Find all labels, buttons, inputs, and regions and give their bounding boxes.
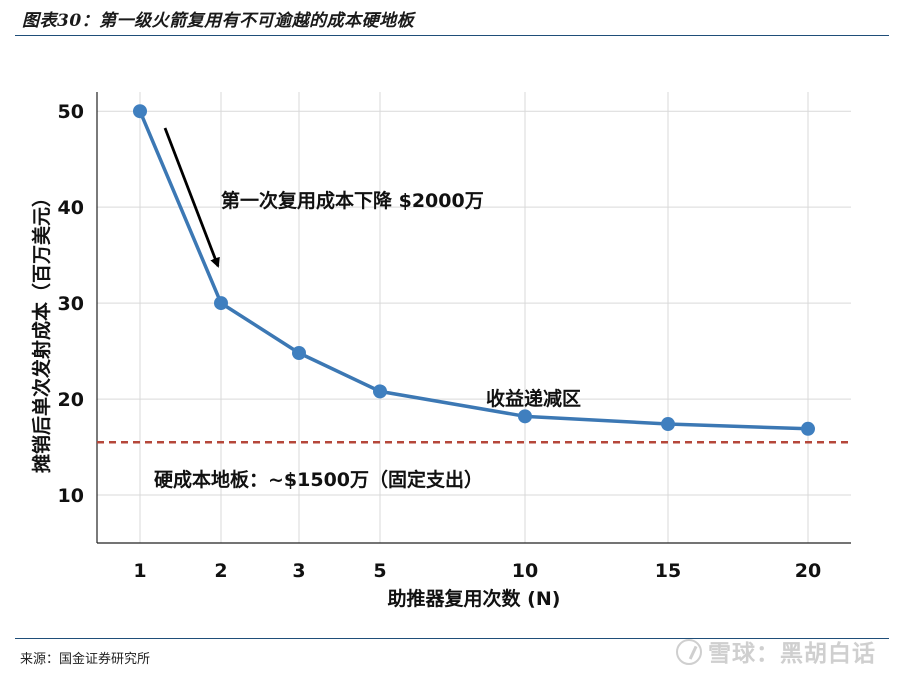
x-tick-label: 10 (512, 560, 538, 582)
x-tick-label: 3 (292, 560, 305, 582)
annotation-cost-floor: 硬成本地板：~$1500万（固定支出） (154, 468, 483, 491)
decline-arrow (163, 127, 220, 268)
data-point (214, 296, 228, 311)
y-axis-title: 摊销后单次发射成本（百万美元） (30, 187, 53, 473)
data-point (518, 409, 532, 424)
data-points (133, 104, 815, 436)
x-axis-ticks: 1 2 3 5 10 15 20 (133, 560, 821, 582)
x-tick-label: 20 (795, 560, 821, 582)
x-tick-label: 1 (133, 560, 146, 582)
y-axis-ticks: 10 20 30 40 50 (58, 101, 84, 507)
figure-title: 图表30：第一级火箭复用有不可逾越的成本硬地板 (22, 11, 415, 31)
cost-curve-chart: 10 20 30 40 50 1 2 3 5 10 15 20 第一次复用成本下降 $2000万 收… (58, 92, 851, 610)
watermark: 雪球：黑胡白话 (676, 634, 876, 668)
y-tick-label: 20 (58, 389, 84, 411)
data-point (292, 346, 306, 361)
title-divider (15, 35, 889, 36)
data-point (661, 417, 675, 432)
y-tick-label: 10 (58, 485, 84, 507)
data-point (373, 384, 387, 399)
x-tick-label: 15 (655, 560, 681, 582)
snowball-logo-icon (676, 639, 702, 665)
y-axis-title-wrap: 摊销后单次发射成本（百万美元） (18, 150, 62, 510)
annotation-diminishing-returns: 收益递减区 (486, 387, 581, 410)
x-tick-label: 2 (214, 560, 227, 582)
x-axis-title: 助推器复用次数 (N) (388, 587, 561, 610)
y-tick-label: 40 (58, 197, 84, 219)
annotation-first-reuse: 第一次复用成本下降 $2000万 (221, 189, 484, 212)
y-tick-label: 30 (58, 293, 84, 315)
y-tick-label: 50 (58, 101, 84, 123)
source-note: 来源：国金证券研究所 (20, 652, 151, 667)
data-point (801, 421, 815, 436)
x-tick-label: 5 (373, 560, 386, 582)
series-line-cost (138, 110, 809, 431)
data-point (133, 104, 147, 119)
footer-divider (15, 638, 889, 639)
watermark-text: 雪球：黑胡白话 (708, 641, 876, 667)
